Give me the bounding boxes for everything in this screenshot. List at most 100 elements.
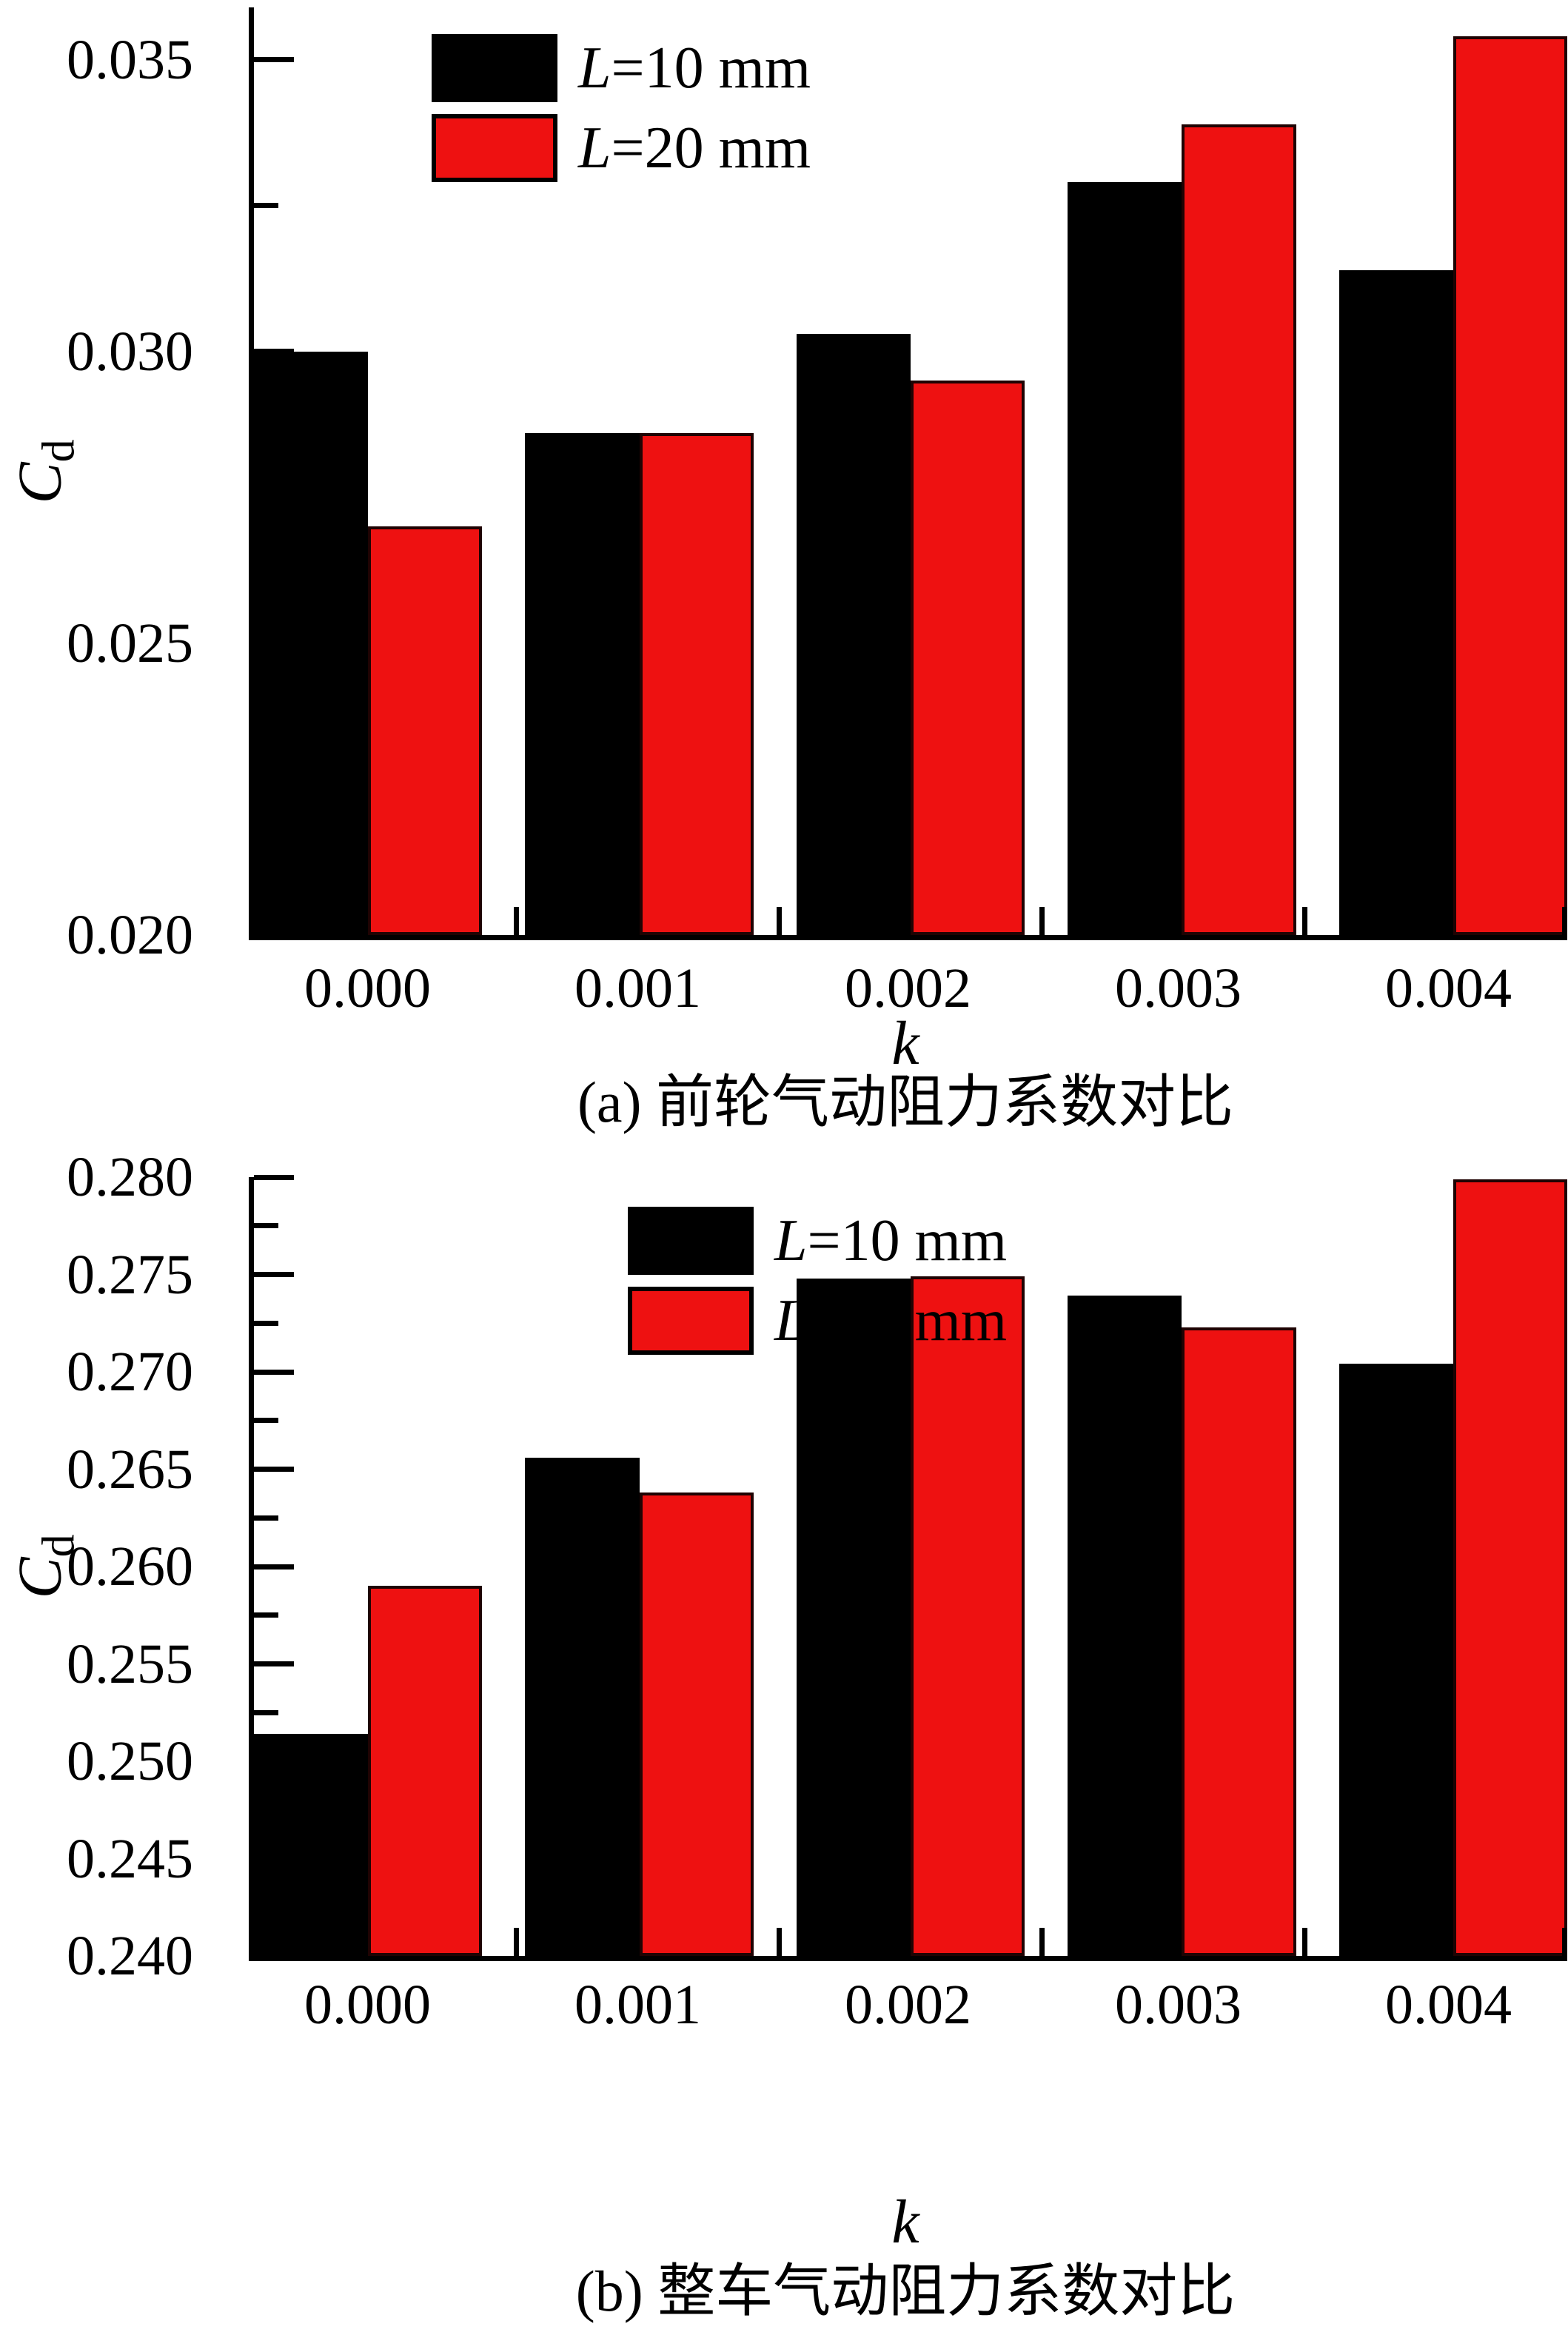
y-major-tick-0.250: 0.250 xyxy=(67,1733,294,1789)
x-tick-label-0.002: 0.002 xyxy=(845,1974,971,2036)
y-major-tick-0.275: 0.275 xyxy=(67,1247,294,1303)
y-tick-label: 0.025 xyxy=(67,612,193,674)
caption-a: (a) 前轮气动阻力系数对比 xyxy=(577,1070,1234,1134)
x-tick xyxy=(1562,907,1567,935)
bar-L10mm-k0.002 xyxy=(796,334,911,935)
x-tick xyxy=(1039,1928,1045,1956)
y-major-tick-0.255: 0.255 xyxy=(67,1636,294,1692)
bar-L20mm-k0.003 xyxy=(1182,1327,1296,1956)
y-minor-tick xyxy=(254,1709,278,1715)
bar-group-k0.002 xyxy=(796,7,1025,935)
bar-group-k0.000 xyxy=(254,1177,483,1956)
x-tick-label-0.004: 0.004 xyxy=(1385,957,1512,1019)
caption-b: (b) 整车气动阻力系数对比 xyxy=(575,2259,1236,2323)
bar-group-k0.002 xyxy=(796,1177,1025,1956)
bar-L20mm-k0.002 xyxy=(911,381,1025,935)
plot-area-a: L=10 mm L=20 mm 0.020 0.025 0.030 0.035 xyxy=(67,7,1568,963)
x-tick xyxy=(777,907,783,935)
y-major-tick-0.030: 0.030 xyxy=(67,324,294,380)
x-tick xyxy=(1301,1928,1307,1956)
y-minor-tick xyxy=(254,1807,278,1813)
y-axis-title-a: Cd xyxy=(6,7,84,935)
x-tick-label-0.000: 0.000 xyxy=(304,957,431,1019)
bar-group-k0.000 xyxy=(254,7,483,935)
x-tick xyxy=(1039,907,1045,935)
bar-L20mm-k0.000 xyxy=(368,526,483,935)
bar-L10mm-k0.004 xyxy=(1339,269,1453,935)
legend-swatch xyxy=(628,1287,754,1355)
bar-L10mm-k0.004 xyxy=(1339,1364,1453,1956)
bar-L20mm-k0.002 xyxy=(911,1276,1025,1956)
plot-area-b: L=10 mm L=20 mm 0.240 0.245 0.250 0.255 0.260… xyxy=(67,1149,1568,1984)
y-minor-tick xyxy=(254,1223,278,1229)
y-major-tick-0.265: 0.265 xyxy=(67,1441,294,1498)
bar-group-k0.003 xyxy=(1068,1177,1296,1956)
bar-group-k0.001 xyxy=(525,7,754,935)
y-minor-tick xyxy=(254,1418,278,1424)
y-tick-label: 0.255 xyxy=(67,1632,193,1695)
x-tick xyxy=(514,1928,520,1956)
y-major-tick-0.025: 0.025 xyxy=(67,615,294,671)
y-tick-label: 0.035 xyxy=(67,28,193,91)
bar-L20mm-k0.004 xyxy=(1453,1179,1568,1956)
y-tick-label: 0.245 xyxy=(67,1827,193,1890)
chart-panel-a: Cd L=10 mm L=20 mm 0.020 0.025 0.030 0.035 0… xyxy=(0,0,1568,1140)
bar-L20mm-k0.001 xyxy=(639,1493,754,1956)
y-major-tick-0.035: 0.035 xyxy=(67,32,294,88)
bar-group-k0.003 xyxy=(1068,7,1296,935)
x-tick-labels-a: 0.000 0.001 0.002 0.003 0.004 xyxy=(254,959,1562,1018)
legend-label: L=20 mm xyxy=(578,115,811,181)
legend-swatch xyxy=(432,114,557,182)
y-major-tick-0.260: 0.260 xyxy=(67,1538,294,1595)
bar-L10mm-k0.000 xyxy=(254,1734,369,1956)
y-minor-tick xyxy=(254,1612,278,1618)
y-tick-label: 0.250 xyxy=(67,1730,193,1792)
y-tick-label: 0.020 xyxy=(67,904,193,966)
x-tick-label-0.000: 0.000 xyxy=(304,1974,431,2036)
y-minor-tick xyxy=(254,495,278,500)
legend-item-L20mm: L=20 mm xyxy=(432,114,811,182)
bar-L10mm-k0.003 xyxy=(1068,1296,1182,1956)
y-major-tick-0.270: 0.270 xyxy=(67,1344,294,1400)
legend-item-L10mm: L=10 mm xyxy=(628,1207,1007,1275)
bar-L10mm-k0.002 xyxy=(796,1278,911,1956)
bar-group-k0.004 xyxy=(1339,7,1568,935)
x-tick-label-0.001: 0.001 xyxy=(574,1974,701,2036)
bars-b xyxy=(254,1177,1568,1956)
bars-a xyxy=(254,7,1568,935)
bar-L10mm-k0.003 xyxy=(1068,182,1182,935)
bar-L20mm-k0.000 xyxy=(368,1586,483,1956)
bar-L10mm-k0.001 xyxy=(525,1457,640,1956)
y-axis-title-text: Cd xyxy=(6,438,84,504)
legend-a: L=10 mm L=20 mm xyxy=(432,34,811,182)
x-tick-label-0.004: 0.004 xyxy=(1385,1974,1512,2036)
y-major-tick-0.240: 0.240 xyxy=(67,1928,294,1984)
y-minor-tick xyxy=(254,1904,278,1910)
legend-item-L20mm: L=20 mm xyxy=(628,1287,1007,1355)
y-tick-label: 0.275 xyxy=(67,1243,193,1306)
x-tick-labels-b: 0.000 0.001 0.002 0.003 0.004 xyxy=(254,1975,1562,2034)
y-minor-tick xyxy=(254,203,278,209)
legend-label: L=10 mm xyxy=(774,1208,1008,1273)
bar-group-k0.004 xyxy=(1339,1177,1568,1956)
y-major-tick-0.020: 0.020 xyxy=(67,907,294,963)
legend-label: L=10 mm xyxy=(578,36,811,101)
y-tick-label: 0.265 xyxy=(67,1438,193,1501)
y-minor-tick xyxy=(254,1515,278,1521)
x-tick xyxy=(777,1928,783,1956)
x-tick-label-0.003: 0.003 xyxy=(1115,1974,1242,2036)
x-tick xyxy=(514,907,520,935)
bar-L20mm-k0.003 xyxy=(1182,124,1296,935)
bar-group-k0.001 xyxy=(525,1177,754,1956)
x-tick-label-0.001: 0.001 xyxy=(574,957,701,1019)
y-tick-label: 0.240 xyxy=(67,1925,193,1987)
x-tick xyxy=(1562,1928,1567,1956)
y-minor-tick xyxy=(254,1320,278,1326)
bar-L20mm-k0.004 xyxy=(1453,36,1568,935)
legend-item-L10mm: L=10 mm xyxy=(432,34,811,102)
legend-swatch xyxy=(432,34,557,102)
x-axis-title-a: k xyxy=(891,1009,919,1078)
y-tick-label: 0.030 xyxy=(67,320,193,383)
x-tick-label-0.002: 0.002 xyxy=(845,957,971,1019)
